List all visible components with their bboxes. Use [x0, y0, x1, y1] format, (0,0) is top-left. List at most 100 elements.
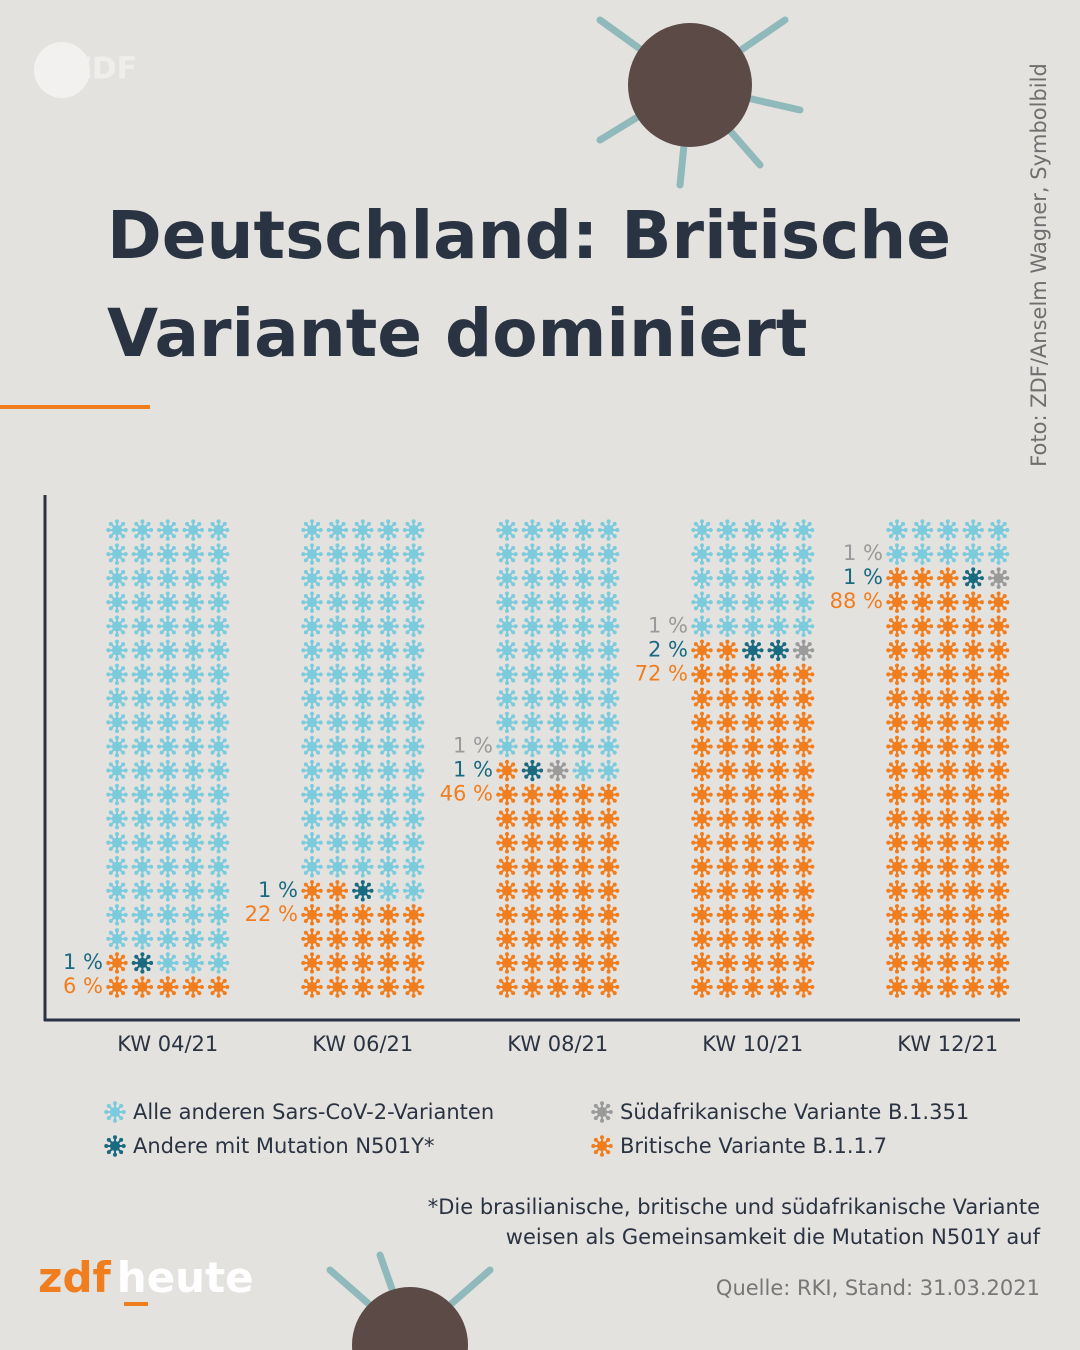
virus-icon [496, 567, 518, 590]
virus-icon [326, 519, 349, 542]
virus-icon [496, 543, 518, 566]
virus-icon [572, 903, 595, 926]
virus-icon [987, 567, 1010, 590]
virus-icon [546, 879, 569, 902]
virus-icon [792, 927, 815, 950]
logo: ZDF [70, 52, 137, 87]
virus-icon [572, 711, 595, 734]
legend-label: Britische Variante B.1.1.7 [620, 1134, 887, 1158]
virus-icon [741, 687, 764, 710]
virus-icon [936, 807, 959, 830]
virus-icon [886, 711, 908, 734]
virus-icon [597, 927, 620, 950]
virus-icon [716, 927, 739, 950]
virus-icon [741, 591, 764, 614]
virus-icon [911, 567, 934, 590]
waffle-segment [546, 759, 569, 782]
virus-icon [546, 687, 569, 710]
virus-icon [156, 807, 179, 830]
legend-icon [104, 1101, 126, 1123]
virus-icon [496, 855, 518, 878]
virus-icon [131, 735, 154, 758]
legend-icon [591, 1135, 613, 1157]
brand-zdf: zdf [38, 1253, 112, 1302]
virus-icon [597, 951, 620, 974]
virus-icon [792, 831, 815, 854]
virus-icon [131, 615, 154, 638]
virus-icon [716, 567, 739, 590]
virus-icon [691, 831, 713, 854]
virus-icon [936, 687, 959, 710]
virus-icon [911, 615, 934, 638]
virus-icon [207, 735, 230, 758]
virus-icon [962, 807, 985, 830]
virus-icon [792, 663, 815, 686]
virus-icon [911, 735, 934, 758]
virus-icon [156, 951, 179, 974]
virus-icon [546, 903, 569, 926]
virus-icon [546, 543, 569, 566]
virus-icon [351, 639, 374, 662]
virus-icon [326, 615, 349, 638]
virus-icon [962, 687, 985, 710]
virus-icon [106, 927, 128, 950]
virus-icon [301, 879, 323, 902]
virus-icon [106, 687, 128, 710]
virus-icon [597, 543, 620, 566]
virus-icon [936, 759, 959, 782]
virus-icon [351, 567, 374, 590]
virus-icon [521, 615, 544, 638]
virus-icon [597, 711, 620, 734]
virus-icon [377, 711, 400, 734]
virus-icon [792, 543, 815, 566]
virus-icon [131, 711, 154, 734]
virus-icon [301, 639, 323, 662]
virus-icon [106, 615, 128, 638]
source: Quelle: RKI, Stand: 31.03.2021 [716, 1276, 1040, 1300]
virus-icon [962, 855, 985, 878]
value-label: 72 % [635, 661, 688, 685]
virus-icon [377, 855, 400, 878]
virus-icon [207, 976, 230, 998]
virus-icon [182, 879, 205, 902]
virus-icon [691, 783, 713, 806]
virus-icon [597, 687, 620, 710]
virus-icon [792, 615, 815, 638]
virus-icon [741, 711, 764, 734]
virus-icon [962, 711, 985, 734]
x-tick-label: KW 08/21 [507, 1032, 608, 1056]
virus-icon [351, 831, 374, 854]
virus-icon [741, 903, 764, 926]
virus-icon [911, 639, 934, 662]
virus-icon [351, 855, 374, 878]
virus-icon [546, 855, 569, 878]
virus-icon [572, 783, 595, 806]
virus-icon [207, 519, 230, 542]
virus-icon [911, 591, 934, 614]
virus-icon [301, 687, 323, 710]
virus-icon [572, 687, 595, 710]
virus-icon [911, 855, 934, 878]
virus-icon [182, 711, 205, 734]
virus-icon [521, 543, 544, 566]
value-label: 1 % [453, 758, 493, 782]
x-tick-label: KW 10/21 [702, 1032, 803, 1056]
waffle-segment [691, 639, 815, 998]
virus-icon [496, 591, 518, 614]
virus-icon [377, 951, 400, 974]
value-label: 46 % [440, 782, 493, 806]
virus-icon [301, 663, 323, 686]
virus-icon [911, 879, 934, 902]
virus-icon [886, 567, 908, 590]
virus-icon [767, 807, 790, 830]
virus-icon [597, 759, 620, 782]
virus-icon [131, 663, 154, 686]
virus-icon [377, 879, 400, 902]
virus-icon [987, 615, 1010, 638]
waffle-segment [962, 567, 985, 590]
brand-underline [124, 1302, 148, 1306]
virus-icon [496, 639, 518, 662]
virus-icon [207, 927, 230, 950]
virus-icon [767, 927, 790, 950]
virus-icon [207, 687, 230, 710]
